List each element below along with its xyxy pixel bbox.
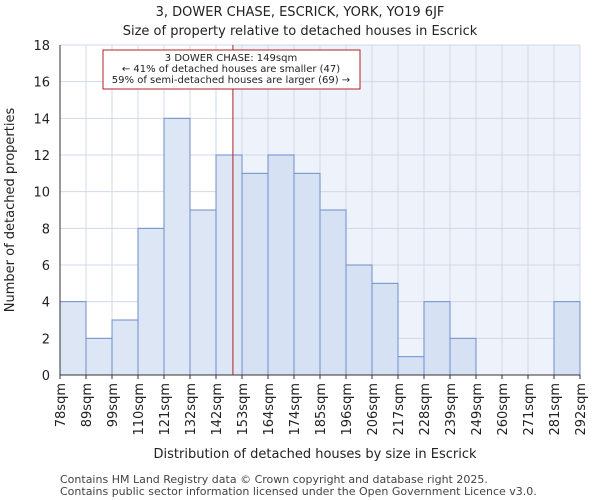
bar <box>267 154 295 376</box>
y-tick-label: 16 <box>33 76 50 91</box>
y-tick-label: 8 <box>42 222 50 237</box>
x-tick-label: 164sqm <box>262 383 277 436</box>
x-tick-label: 228sqm <box>418 383 433 436</box>
y-axis-label: Number of detached properties <box>3 108 18 313</box>
y-tick-label: 2 <box>42 332 50 347</box>
x-tick-label: 89sqm <box>80 383 95 427</box>
bar <box>371 282 399 376</box>
y-tick-label: 0 <box>42 369 50 384</box>
bar <box>85 337 113 376</box>
x-tick-label: 292sqm <box>574 383 589 436</box>
bar <box>163 117 191 376</box>
bar <box>397 356 425 376</box>
x-tick-label: 260sqm <box>496 383 511 436</box>
y-tick-label: 10 <box>33 186 50 201</box>
annotation-box <box>102 49 361 90</box>
annotation-title: 3 DOWER CHASE: 149sqm <box>165 53 297 64</box>
bar <box>345 264 373 376</box>
bar <box>553 301 581 376</box>
x-tick-label: 153sqm <box>236 383 251 436</box>
bar <box>111 319 139 376</box>
bar <box>137 227 165 376</box>
y-tick-label: 12 <box>33 149 50 164</box>
x-tick-label: 142sqm <box>210 383 225 436</box>
x-tick-label: 249sqm <box>470 383 485 436</box>
x-tick-label: 110sqm <box>132 383 147 436</box>
x-axis-label: Distribution of detached houses by size … <box>154 447 477 462</box>
x-tick-label: 271sqm <box>522 383 537 436</box>
x-tick-label: 206sqm <box>366 383 381 436</box>
y-tick-label: 14 <box>33 112 50 127</box>
y-tick-label: 18 <box>33 39 50 54</box>
x-tick-label: 239sqm <box>444 383 459 436</box>
annotation-larger: 59% of semi-detached houses are larger (… <box>112 75 350 86</box>
y-tick-label: 4 <box>42 296 50 311</box>
chart-title: 3, DOWER CHASE, ESCRICK, YORK, YO19 6JF <box>156 5 445 20</box>
x-tick-label: 78sqm <box>54 383 69 427</box>
x-tick-label: 196sqm <box>340 383 355 436</box>
bar <box>189 209 217 376</box>
x-tick-label: 281sqm <box>548 383 563 436</box>
bar <box>59 301 87 376</box>
bar <box>293 172 321 376</box>
bar <box>241 172 269 376</box>
bar <box>319 209 347 376</box>
x-tick-label: 132sqm <box>184 383 199 436</box>
x-tick-label: 99sqm <box>106 383 121 427</box>
x-tick-label: 121sqm <box>158 383 173 436</box>
chart-subtitle: Size of property relative to detached ho… <box>123 24 478 39</box>
bar <box>449 337 477 376</box>
footer-line-2: Contains public sector information licen… <box>60 485 537 498</box>
bar <box>215 154 243 376</box>
y-tick-label: 6 <box>42 259 50 274</box>
bar <box>423 301 451 376</box>
plot-area: 0 2 4 6 8 10 12 14 16 18 78sqm 89sqm 99sqm 110sqm 121s… <box>33 39 589 436</box>
x-tick-label: 185sqm <box>314 383 329 436</box>
x-tick-label: 217sqm <box>392 383 407 436</box>
annotation-smaller: ← 41% of detached houses are smaller (47… <box>122 64 340 75</box>
footer-line-1: Contains HM Land Registry data © Crown c… <box>60 473 488 486</box>
x-tick-label: 174sqm <box>288 383 303 436</box>
